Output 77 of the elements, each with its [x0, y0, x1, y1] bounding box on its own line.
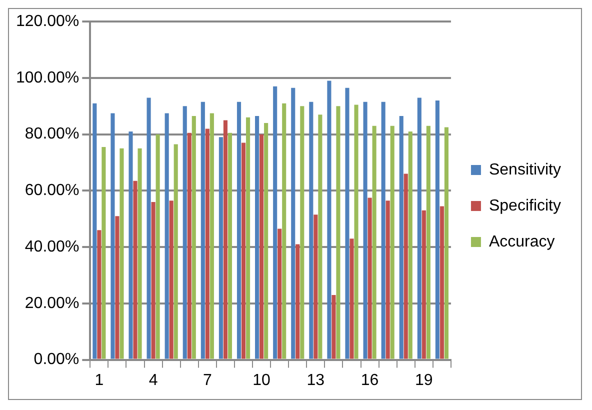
- bar: [138, 148, 142, 359]
- y-tick-label: 20.00%: [24, 294, 80, 312]
- bar: [408, 132, 412, 359]
- bar: [146, 98, 151, 359]
- bar: [404, 174, 408, 359]
- bar: [236, 102, 242, 359]
- bar: [255, 116, 260, 359]
- bar: [182, 106, 187, 359]
- legend-label: Specificity: [488, 197, 562, 214]
- bar: [332, 294, 336, 359]
- x-tick-label: 7: [202, 372, 212, 389]
- legend-label: Sensitivity: [488, 161, 562, 178]
- bar: [120, 148, 124, 359]
- bar: [278, 228, 282, 359]
- bar: [273, 86, 278, 359]
- bar: [128, 132, 133, 359]
- y-tick-label: 100.00%: [16, 69, 80, 86]
- bar: [390, 126, 394, 359]
- bar: [110, 113, 115, 359]
- bar: [156, 134, 160, 359]
- bar: [368, 198, 372, 359]
- bar: [350, 238, 354, 359]
- x-tick-label: 13: [306, 372, 325, 389]
- bar: [102, 147, 106, 359]
- bar: [192, 116, 196, 359]
- bar: [92, 103, 97, 359]
- bar: [309, 102, 314, 359]
- bar: [399, 116, 404, 359]
- y-tick-label: 120.00%: [16, 13, 80, 30]
- bar: [241, 142, 246, 359]
- bar: [363, 102, 368, 359]
- bar: [260, 134, 264, 359]
- bar: [218, 137, 223, 359]
- bar: [381, 102, 386, 359]
- x-tick-label: 4: [148, 372, 158, 389]
- bar: [97, 230, 102, 359]
- bar: [210, 113, 214, 359]
- bar: [164, 113, 169, 359]
- bar: [115, 216, 120, 359]
- y-tick-label: 60.00%: [24, 182, 80, 200]
- bar: [314, 214, 318, 359]
- bar: [417, 98, 422, 359]
- legend-label: Accuracy: [488, 233, 555, 250]
- y-tick-label: 80.00%: [24, 126, 80, 143]
- bar: [440, 206, 444, 359]
- bar: [327, 80, 332, 359]
- bar: [264, 123, 268, 359]
- x-tick-label: 10: [252, 372, 271, 389]
- bar: [300, 106, 304, 359]
- bar: [187, 132, 192, 359]
- bar: [426, 126, 430, 359]
- bar: [200, 102, 205, 359]
- bar: [291, 88, 296, 359]
- y-tick-label: 0.00%: [34, 351, 80, 368]
- bar: [422, 210, 426, 359]
- bar: [435, 100, 440, 359]
- x-tick-label: 19: [415, 372, 433, 389]
- bar: [205, 128, 210, 359]
- bar: [228, 132, 232, 359]
- bar: [372, 126, 376, 359]
- bar: [354, 104, 358, 359]
- bar: [246, 117, 250, 359]
- bar: [169, 200, 174, 359]
- bar: [174, 144, 178, 359]
- x-tick-label: 16: [360, 372, 379, 389]
- bar: [296, 244, 300, 359]
- bar: [386, 200, 390, 359]
- bar: [133, 180, 138, 359]
- bar: [282, 103, 286, 359]
- bar: [318, 114, 322, 359]
- y-tick-label: 40.00%: [24, 238, 80, 256]
- bar: [345, 88, 350, 359]
- bar: [336, 106, 340, 359]
- bar: [151, 202, 156, 359]
- bar: [444, 127, 448, 359]
- bar: [223, 120, 228, 359]
- x-tick-label: 1: [94, 372, 104, 389]
